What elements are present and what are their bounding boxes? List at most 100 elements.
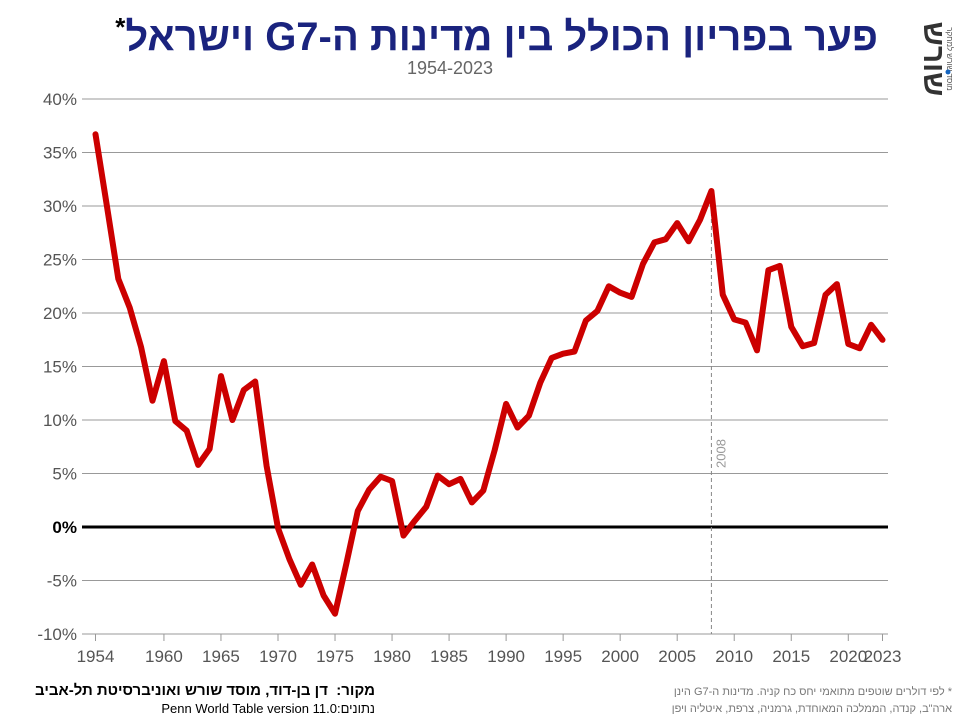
footnote-line-1: * לפי דולרים שוטפים מתואמי יחס כח קניה. … [673,686,952,698]
shoresh-logo-icon: שורש מוסד שורש למחקר [917,22,954,97]
title-text: פער בפריון הכולל בין מדינות ה-G7 וישראל [125,15,878,59]
x-axis-ticks [95,634,883,641]
data-point [400,533,406,539]
data-point [788,324,794,330]
chart-subtitle: 1954-2023 [406,58,494,78]
data-point [355,508,361,514]
data-point [515,424,521,430]
data-point [572,349,578,355]
title-footnote-mark: * [115,12,126,42]
x-axis-labels: 1954 1960 1965 1970 1975 1980 1985 1990 1995 2000… [77,647,902,666]
data-point [435,473,441,479]
data-point [800,343,806,349]
x-tick-label: 2020 [829,647,867,666]
y-tick-label: 20% [43,304,77,323]
x-tick-label: 2005 [658,647,696,666]
y-tick-label: -10% [37,625,77,644]
data-point [731,316,737,322]
y-tick-label: 40% [43,90,77,109]
data-point [777,263,783,269]
data-point [503,401,509,407]
data-point [104,203,110,209]
data-point [606,283,612,289]
data-label: נתונים: [336,701,375,716]
data-point [880,337,885,343]
data-point [708,188,714,194]
y-axis-labels: -10% -5% 0% 5% 10% 15% 20% 25% 30% 35% 40% [37,90,77,644]
y-tick-label: 25% [43,251,77,270]
x-tick-label: 1975 [316,647,354,666]
x-tick-label: 1990 [487,647,525,666]
data-point [150,398,156,404]
x-tick-label: 1985 [430,647,468,666]
series-line-0 [92,131,886,617]
annotations: 2008 [710,191,728,634]
data-point [264,463,270,469]
data-point [492,447,498,453]
data-point [423,504,429,510]
x-tick-label: 2023 [864,647,902,666]
line-chart: 2008 -10% -5% 0% 5% 10% 15% 20% 25% 30% 35% 40% 19… [37,90,902,666]
data-point [765,267,771,273]
y-tick-label: 5% [52,465,77,484]
data-point [663,236,669,242]
data-point [629,294,635,300]
footnote: * לפי דולרים שוטפים מתואמי יחס כח קניה. … [612,684,952,718]
data-point [241,387,247,393]
footnote-line-2: ארה"ב, קנדה, הממלכה המאוחדת, גרמניה, צרפ… [671,703,952,715]
data-point [252,378,258,384]
source-text: דן בן-דוד, מוסד שורש ואוניברסיטת תל-אביב [35,682,328,699]
data-point [138,344,144,350]
data-point [321,592,327,598]
x-tick-label: 2010 [715,647,753,666]
data-point [822,292,828,298]
data-point [469,499,475,505]
grid-lines [82,98,888,635]
x-tick-label: 2000 [601,647,639,666]
data-point [617,290,623,296]
y-tick-label: 35% [43,144,77,163]
logo-dot [945,69,951,75]
x-tick-label: 1954 [77,647,115,666]
data-point [332,611,338,617]
data-point [446,481,452,487]
data-point [286,556,292,562]
data-point [93,131,98,137]
logo-sub-text: מוסד שורש למחקר [945,27,954,91]
data-point [811,340,817,346]
data-point [412,518,418,524]
data-point [161,358,167,364]
source-block: מקור: דן בן-דוד, מוסד שורש ואוניברסיטת ת… [15,682,375,718]
x-tick-label: 1965 [202,647,240,666]
data-point [480,488,486,494]
data-point [857,345,863,351]
source-label: מקור: [336,682,375,699]
data-series [92,131,886,617]
y-tick-label: 0% [52,518,77,537]
source-line: מקור: דן בן-דוד, מוסד שורש ואוניברסיטת ת… [15,682,375,700]
data-point [834,281,840,287]
data-point [754,347,760,353]
data-point [207,446,213,452]
data-point [549,355,555,361]
y-tick-label: 15% [43,358,77,377]
data-point [845,341,851,347]
data-point [674,220,680,226]
data-point [309,561,315,567]
data-point [457,476,463,482]
data-point [127,305,133,311]
data-point [184,428,190,434]
x-tick-label: 1980 [373,647,411,666]
x-tick-label: 1995 [544,647,582,666]
data-point [275,525,281,531]
data-point [195,462,201,468]
data-point [298,582,304,588]
data-text: Penn World Table version 11.0 [161,701,337,716]
chart-title: פער בפריון הכולל בין מדינות ה-G7 וישראל* [18,4,878,60]
data-point [560,351,566,357]
data-point [343,560,349,566]
data-point [640,261,646,267]
data-point [366,487,372,493]
y-tick-label: -5% [47,572,77,591]
data-point [389,478,395,484]
